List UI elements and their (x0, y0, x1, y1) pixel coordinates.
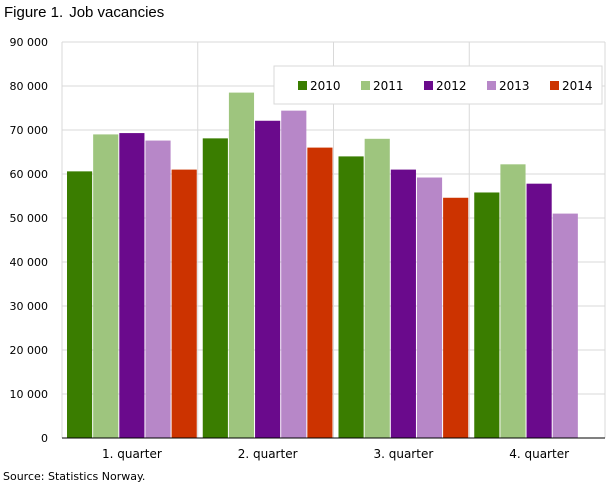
bar-2010-3 (338, 156, 364, 438)
bar-2012-2 (255, 120, 281, 438)
bar-2013-4 (552, 213, 578, 438)
legend-label-2013: 2013 (499, 79, 530, 93)
y-tick-label: 20 000 (10, 344, 49, 357)
y-tick-label: 80 000 (10, 80, 49, 93)
bar-2011-1 (93, 134, 119, 438)
legend-label-2012: 2012 (436, 79, 467, 93)
legend-swatch-2013 (487, 81, 496, 90)
source-note: Source: Statistics Norway. (3, 470, 146, 483)
x-tick-label: 3. quarter (373, 447, 433, 461)
x-tick-label: 4. quarter (509, 447, 569, 461)
y-tick-label: 0 (41, 432, 48, 445)
bar-2012-1 (119, 133, 145, 438)
bar-2014-1 (171, 169, 197, 438)
bar-2014-3 (443, 197, 469, 438)
bar-2010-2 (202, 138, 228, 439)
x-tick-label: 2. quarter (238, 447, 298, 461)
bar-2013-2 (281, 110, 307, 438)
legend-swatch-2012 (424, 81, 433, 90)
bar-2013-1 (145, 140, 171, 438)
y-tick-label: 70 000 (10, 124, 49, 137)
y-tick-label: 40 000 (10, 256, 49, 269)
y-tick-label: 60 000 (10, 168, 49, 181)
x-tick-label: 1. quarter (102, 447, 162, 461)
legend-label-2010: 2010 (310, 79, 341, 93)
y-tick-label: 90 000 (10, 36, 49, 49)
bar-2011-4 (500, 164, 526, 438)
figure-number: Figure 1. (4, 4, 64, 21)
bar-2013-3 (416, 177, 443, 438)
y-tick-label: 50 000 (10, 212, 49, 225)
figure-title: Figure 1. Job vacancies (4, 4, 164, 21)
legend-box (273, 65, 603, 105)
y-tick-label: 10 000 (10, 388, 49, 401)
legend-label-2011: 2011 (373, 79, 404, 93)
bar-2012-4 (526, 183, 552, 438)
bar-2011-2 (228, 92, 255, 438)
figure-title-text: Job vacancies (69, 4, 165, 21)
bar-2012-3 (390, 169, 416, 438)
y-tick-label: 30 000 (10, 300, 49, 313)
bar-2011-3 (364, 138, 390, 439)
bar-2010-4 (474, 192, 500, 438)
bar-2010-1 (67, 171, 93, 439)
legend-label-2014: 2014 (562, 79, 593, 93)
bar-2014-2 (307, 147, 333, 438)
legend-swatch-2014 (550, 81, 559, 90)
legend-swatch-2011 (361, 81, 370, 90)
legend-swatch-2010 (298, 81, 307, 90)
